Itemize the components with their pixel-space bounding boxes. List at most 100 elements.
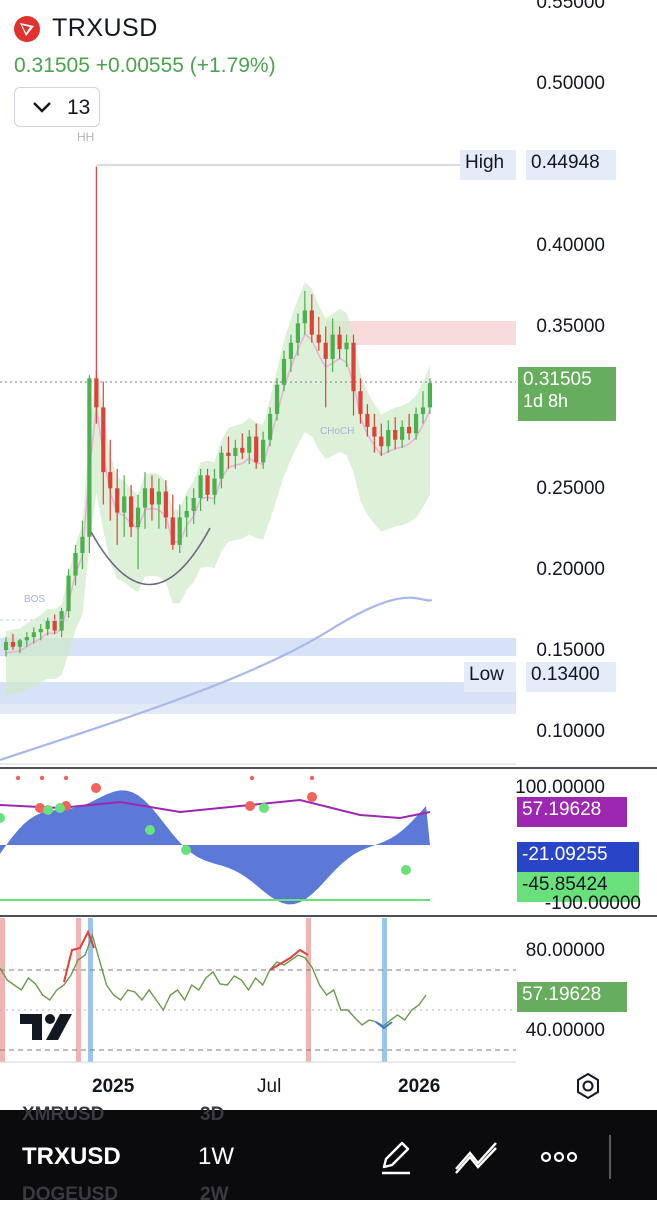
price-tick: 0.50000 — [536, 73, 605, 94]
indicator-count: 13 — [67, 96, 91, 119]
oscillator-signal-line — [0, 798, 431, 820]
price-change: 0.31505 +0.00555 (+1.79%) — [14, 54, 276, 78]
candle-body — [101, 407, 106, 473]
signal-dot — [63, 775, 69, 781]
more-menu-icon[interactable] — [540, 1137, 580, 1177]
signal-dot — [249, 775, 255, 781]
candle-body — [198, 475, 203, 498]
time-tick: 2026 — [398, 1076, 441, 1097]
current-timeframe[interactable]: 1W — [198, 1143, 234, 1170]
highlight-bar — [0, 918, 5, 1062]
settings-gear-icon[interactable] — [574, 1072, 602, 1100]
candle-body — [3, 641, 9, 650]
candle-body — [344, 342, 349, 350]
prev-symbol[interactable]: XMRUSD — [22, 1104, 105, 1125]
candle-body — [66, 575, 71, 612]
candle-body — [358, 391, 363, 414]
last-price-value: 0.31505 — [523, 369, 592, 390]
rsi-overbought-segment — [269, 948, 309, 971]
price-change-abs: +0.00555 — [95, 54, 184, 77]
osc2-bottom: 40.00000 — [525, 1020, 605, 1041]
last-price-tag: 0.31505 1d 8h — [518, 367, 616, 421]
candle-body — [400, 426, 405, 440]
candle-body — [226, 452, 231, 456]
chart-area[interactable]: BOS CHoCH — [0, 0, 657, 1110]
candle-body — [31, 632, 36, 638]
indicator-toggle-button[interactable]: 13 — [14, 87, 100, 127]
candle-body — [52, 620, 57, 631]
candle-body — [427, 383, 433, 408]
candle-body — [212, 478, 217, 495]
osc1-green-value: -45.85424 — [517, 872, 639, 902]
price-tick: 0.10000 — [536, 721, 605, 742]
signal-dot — [39, 775, 45, 781]
candle-body — [393, 430, 398, 440]
time-tick: Jul — [257, 1076, 282, 1097]
tron-logo-icon — [14, 16, 40, 42]
candle-body — [122, 496, 127, 513]
candle-body — [191, 497, 196, 511]
rsi-overbought-segment — [63, 929, 95, 983]
candle-body — [149, 488, 155, 505]
low-label: Low — [464, 662, 516, 692]
watchlist-bar — [0, 1110, 657, 1200]
candle-body — [372, 426, 377, 437]
symbol-title[interactable]: TRXUSD — [52, 14, 158, 42]
candle-body — [80, 536, 85, 553]
tradingview-logo-icon — [20, 1012, 74, 1047]
candle-body — [142, 488, 148, 508]
signal-dot — [55, 803, 65, 813]
cup-pattern-curve — [89, 527, 211, 586]
demand-zone — [0, 638, 516, 656]
signal-dot — [181, 845, 191, 855]
signal-dot — [43, 805, 53, 815]
candle-body — [420, 407, 426, 414]
candle-body — [316, 334, 321, 343]
next-timeframe[interactable]: 2W — [200, 1184, 229, 1205]
candle-body — [351, 342, 356, 392]
price-tick: 0.25000 — [536, 478, 605, 499]
candle-body — [38, 628, 43, 633]
candle-body — [337, 334, 342, 350]
candle-body — [17, 640, 22, 647]
pencil-draw-icon[interactable] — [378, 1137, 414, 1177]
signal-dot — [401, 865, 411, 875]
candle-body — [59, 611, 64, 631]
candle-body — [170, 517, 175, 545]
candle-body — [413, 413, 419, 434]
osc1-blue-value: -21.09255 — [517, 842, 639, 872]
prev-timeframe[interactable]: 3D — [200, 1104, 225, 1125]
signal-dot — [245, 801, 255, 811]
signal-dot — [35, 803, 45, 813]
candle-body — [94, 378, 99, 408]
candle-body — [386, 430, 391, 447]
moving-average-line — [0, 596, 433, 762]
signal-dot — [91, 783, 101, 793]
candle-body — [261, 439, 266, 463]
candle-body — [205, 475, 210, 495]
candle-body — [268, 413, 273, 440]
candle-body — [330, 334, 335, 359]
toolbar-divider — [609, 1135, 611, 1179]
next-symbol[interactable]: DOGEUSD — [22, 1184, 119, 1205]
signal-dot — [309, 775, 315, 781]
highlight-bar — [88, 918, 93, 1062]
pivot-label: HH — [77, 130, 95, 144]
indicator-lines-icon[interactable] — [454, 1137, 500, 1177]
osc1-bottom: -100.00000 — [544, 893, 641, 914]
candle-body — [24, 637, 29, 641]
candle-body — [135, 507, 141, 528]
candle-body — [233, 447, 238, 456]
chevron-down-icon — [33, 102, 51, 113]
current-symbol[interactable]: TRXUSD — [22, 1143, 121, 1170]
price-tick: 0.20000 — [536, 559, 605, 580]
highlight-bar — [76, 918, 81, 1062]
candle-body — [87, 378, 92, 537]
choch-label: CHoCH — [320, 426, 354, 437]
candle-body — [45, 620, 50, 629]
candle-body — [184, 510, 189, 518]
signal-dot — [0, 813, 5, 823]
candle-body — [309, 310, 314, 335]
high-value: 0.44948 — [526, 150, 616, 180]
osc1-purple-value: 57.19628 — [517, 797, 627, 827]
